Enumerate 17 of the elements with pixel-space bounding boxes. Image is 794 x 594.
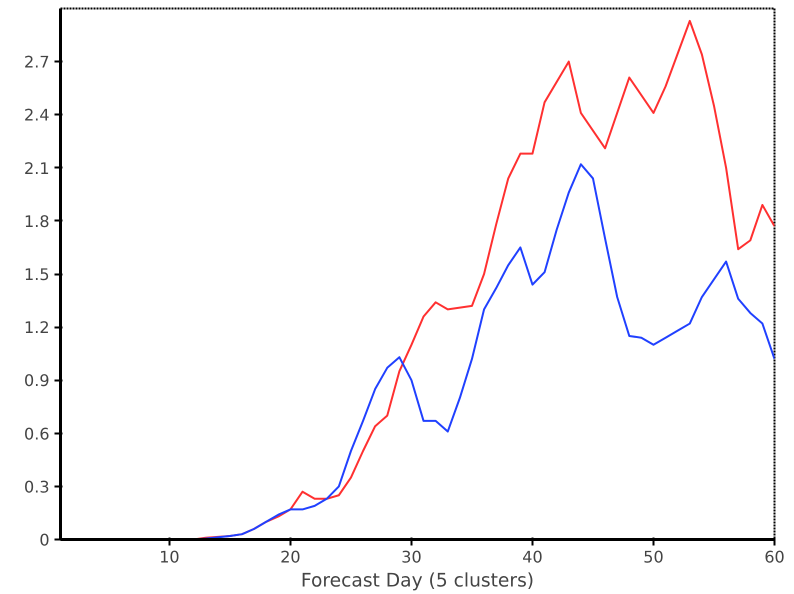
x-tick-label: 60 xyxy=(764,548,785,566)
y-tick-label: 0 xyxy=(39,530,50,550)
y-tick-label: 2.7 xyxy=(24,52,50,72)
x-axis-title: Forecast Day (5 clusters) xyxy=(300,570,534,592)
y-tick-label: 2.1 xyxy=(24,158,50,178)
x-tick-label: 10 xyxy=(159,548,180,566)
y-tick-label: 1.2 xyxy=(24,318,50,338)
y-tick-label: 0.6 xyxy=(24,424,50,444)
x-tick-label: 30 xyxy=(401,548,422,566)
y-tick-label: 1.5 xyxy=(24,265,50,284)
y-tick-label: 0.9 xyxy=(24,371,50,390)
x-tick-label: 40 xyxy=(522,548,543,566)
x-tick-label: 50 xyxy=(643,548,664,566)
x-tick-label: 20 xyxy=(280,548,301,566)
y-tick-label: 0.3 xyxy=(24,477,50,496)
y-tick-label: 1.8 xyxy=(24,212,50,231)
y-tick-label: 2.4 xyxy=(24,106,50,125)
